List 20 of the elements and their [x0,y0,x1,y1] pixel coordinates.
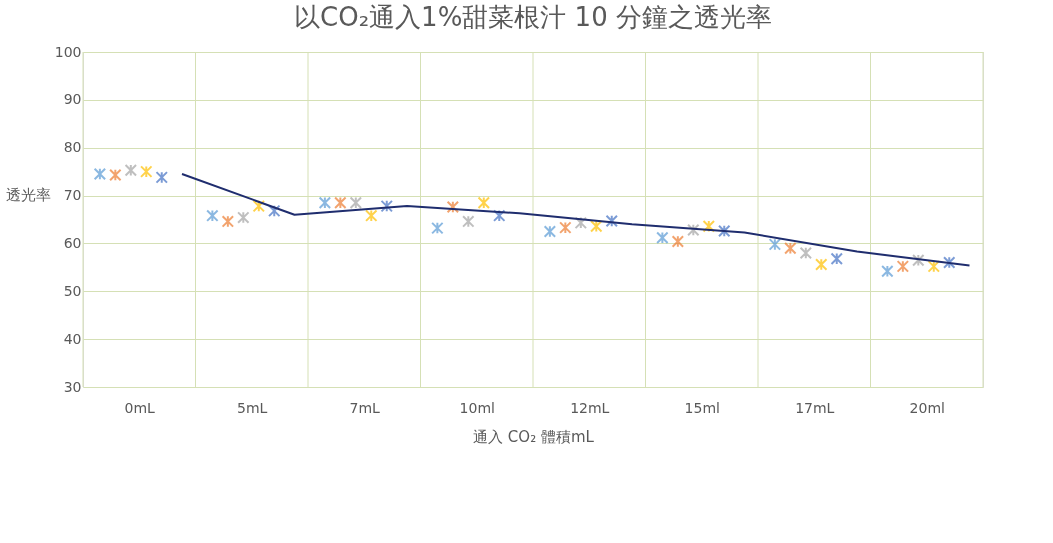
x-tick-label: 15ml [684,399,720,416]
x-tick-label: 7mL [349,399,381,416]
x-tick-label: 17mL [795,399,835,416]
x-tick-label: 10ml [459,399,495,416]
y-tick-label: 50 [63,282,82,299]
y-tick-label: 70 [63,187,82,204]
y-tick-label: 100 [54,43,82,60]
x-tick-label: 5mL [237,399,268,416]
y-tick-label: 40 [63,330,82,347]
chart-title: 以CO₂通入1%甜菜根汁 10 分鐘之透光率 [294,2,772,32]
y-tick-label: 80 [63,139,82,156]
x-tick-label: 12mL [570,399,610,416]
line-series [181,173,971,267]
y-tick-label: 30 [63,378,82,395]
x-tick-label: 20ml [909,399,945,416]
y-tick-label: 60 [63,234,82,251]
y-tick-label: 90 [63,91,82,108]
x-tick-label: 0mL [124,399,156,416]
y-axis-title: 透光率 [6,185,51,204]
x-axis-title: 通入 CO₂ 體積mL [473,427,595,446]
